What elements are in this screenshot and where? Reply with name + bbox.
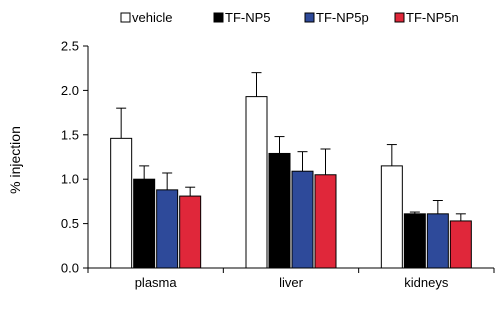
- bar: [179, 195, 202, 269]
- bar: [156, 189, 179, 269]
- y-tick-label: 0.0: [61, 261, 79, 276]
- legend-label: TF-NP5: [225, 10, 271, 25]
- y-tick-label: 2.0: [61, 83, 79, 98]
- x-axis: plasma liver kidneys: [87, 267, 495, 290]
- bar: [291, 170, 314, 269]
- legend-swatch: [120, 12, 131, 23]
- bar: [403, 213, 426, 269]
- legend-swatch: [213, 12, 224, 23]
- x-category-label: liver: [279, 275, 304, 290]
- legend-swatch: [394, 12, 405, 23]
- bar: [133, 178, 156, 269]
- y-tick-label: 1.5: [61, 127, 79, 142]
- legend: vehicle TF-NP5 TF-NP5p TF-NP5n: [120, 10, 459, 25]
- legend-swatch: [304, 12, 315, 23]
- legend-label: vehicle: [132, 10, 172, 25]
- bar: [380, 165, 403, 269]
- bar: [426, 213, 449, 269]
- x-category-label: plasma: [135, 275, 178, 290]
- y-tick-label: 2.5: [61, 39, 79, 54]
- legend-label: TF-NP5p: [316, 10, 369, 25]
- bar: [245, 96, 268, 269]
- bars: [110, 72, 472, 269]
- bar: [449, 220, 472, 269]
- y-axis-title: % injection: [7, 126, 23, 194]
- x-category-label: kidneys: [404, 275, 449, 290]
- y-tick-label: 0.5: [61, 216, 79, 231]
- bar: [268, 152, 291, 269]
- y-axis: 0.0 0.5 1.0 1.5 2.0 2.5: [61, 39, 89, 276]
- bar: [110, 137, 133, 269]
- legend-label: TF-NP5n: [406, 10, 459, 25]
- y-tick-label: 1.0: [61, 172, 79, 187]
- bar: [314, 174, 337, 269]
